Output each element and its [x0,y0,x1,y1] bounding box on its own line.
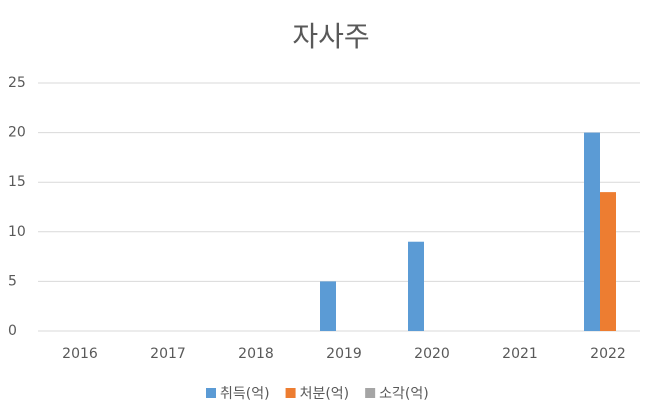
y-tick-label: 10 [8,224,26,240]
x-tick-label: 2019 [326,346,362,362]
bar [320,281,336,331]
y-tick-label: 15 [8,174,26,190]
legend-label: 취득(억) [220,386,270,402]
y-tick-label: 5 [8,273,17,289]
y-tick-label: 20 [8,125,26,141]
x-tick-label: 2021 [502,346,538,362]
legend-swatch [206,388,216,398]
chart-title: 자사주 [292,20,369,53]
bar [584,132,600,331]
bar [408,241,424,331]
legend-label: 처분(억) [300,386,350,402]
x-tick-label: 2018 [238,346,274,362]
y-tick-label: 25 [8,75,26,91]
x-tick-label: 2022 [590,346,626,362]
legend-label: 소각(억) [379,386,429,402]
x-tick-label: 2017 [150,346,186,362]
y-tick-label: 0 [8,323,17,339]
x-tick-label: 2016 [62,346,98,362]
legend-swatch [365,388,376,398]
legend-swatch [285,388,296,398]
bar [600,192,616,331]
x-tick-label: 2020 [414,346,450,362]
